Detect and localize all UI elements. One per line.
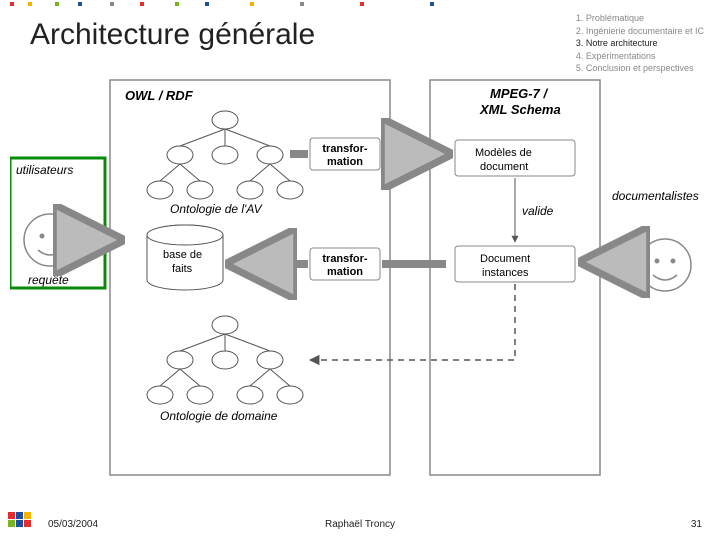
ontology-av-tree [147,111,303,199]
outline-item: 4. Expérimentations [576,50,704,63]
outline-item: 2. Ingénierie documentaire et IC [576,25,704,38]
svg-text:Document: Document [480,253,530,265]
svg-text:transfor-: transfor- [322,143,368,155]
ontology-domain-tree [147,316,303,404]
owl-rdf-title: OWL / RDF [125,88,194,103]
svg-text:transfor-: transfor- [322,253,368,265]
svg-text:valide: valide [522,204,554,218]
svg-text:document: document [480,161,528,173]
ontology-domain-label: Ontologie de domaine [160,409,278,423]
slide-title: Architecture générale [30,18,315,52]
footer-page-number: 31 [691,519,702,530]
svg-text:Modèles de: Modèles de [475,147,532,159]
documentalists-label: documentalistes [612,189,699,203]
footer-author: Raphaël Troncy [0,519,720,530]
svg-text:faits: faits [172,263,193,275]
svg-text:mation: mation [327,156,363,168]
mpeg7-title: MPEG-7 / [490,86,548,101]
outline-item-active: 3. Notre architecture [576,37,704,50]
documentalist-face-icon [639,239,691,291]
svg-text:instances: instances [482,267,529,279]
svg-text:base de: base de [163,249,202,261]
ontology-av-label: Ontologie de l'AV [170,202,263,216]
architecture-diagram: OWL / RDF MPEG-7 / XML Schema utilisateu… [10,70,710,490]
mpeg7-title2: XML Schema [479,102,561,117]
decorative-top-dots [0,0,720,8]
outline-item: 1. Problématique [576,12,704,25]
users-label: utilisateurs [16,163,73,177]
query-label: requête [28,273,69,287]
user-face-icon [24,214,76,266]
svg-text:mation: mation [327,266,363,278]
outline-nav: 1. Problématique 2. Ingénierie documenta… [576,12,704,75]
instances-to-domain-dashed [310,284,515,360]
